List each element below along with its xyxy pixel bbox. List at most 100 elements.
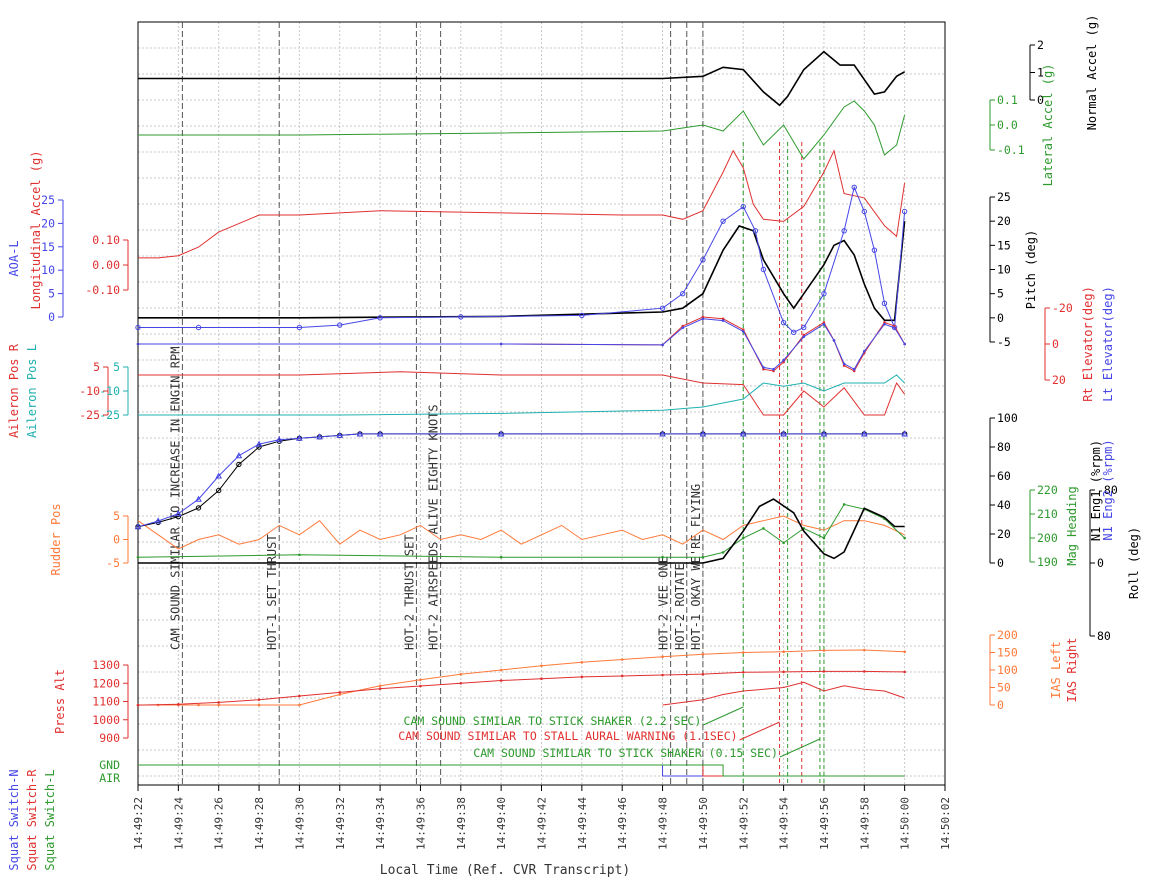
x-axis-label: Local Time (Ref. CVR Transcript) [380,863,630,878]
data-point [851,184,857,191]
data-point [681,326,685,330]
left-axis-tick-label: 0.10 [92,233,120,247]
left-axis-tick-label: -25 [79,408,100,422]
data-point [499,668,503,672]
data-point [136,555,140,559]
data-point [378,684,382,688]
data-point [499,555,503,559]
right-axis-tick-label: 100 [997,663,1018,677]
right-axis-tick-label: 0 [1052,337,1059,351]
data-point [298,694,301,698]
data-point [802,335,806,339]
data-point [298,553,301,557]
data-point [257,698,261,701]
data-point [720,218,726,224]
data-point [195,495,202,502]
data-point [134,523,142,530]
x-tick-label: 14:50:02 [939,797,952,850]
x-tick-label: 14:49:40 [495,797,508,850]
right-axis-tick-label: 80 [997,440,1011,454]
data-point [741,330,745,333]
series-squat-switch-r [138,764,905,777]
event-label: HOT-2 AIRSPEEDS ALIVE EIGHTY KNOTS [427,404,441,650]
event-label: HOT-1 OKAY WE'RE FLYING [689,484,703,650]
right-axis-tick-label: 190 [1037,555,1058,569]
data-point [135,324,141,331]
series-longitudinal-accel [138,149,906,259]
data-point [822,536,826,540]
right-axis-tick-label: 0.1 [997,93,1018,107]
series-mag-heading [137,503,905,558]
x-tick-label: 14:50:00 [899,797,912,850]
series-aileron-pos-r [138,371,906,416]
data-point [772,369,775,373]
data-point [338,691,342,694]
data-point [195,324,202,331]
right-axis-tick-label: 0 [1097,556,1104,570]
data-point [580,675,584,679]
left-axis-label: Longitudinal Accel (g) [29,151,43,310]
right-axis-label: IAS Left [1049,641,1063,699]
left-axis-tick-label: -0.10 [85,283,120,297]
right-axis-tick-label: 0 [997,556,1004,570]
data-point [661,343,664,347]
left-axis-label: Press Alt [53,669,67,734]
right-axis-tick-label: 60 [997,469,1011,483]
left-axis-label: Aileron Pos R [7,343,21,438]
data-point [762,527,765,530]
series-ias-right [662,681,905,706]
right-axis-tick-label: 15 [997,238,1011,252]
right-axis-label: Roll (deg) [1127,527,1141,599]
left-axis-tick-label: 0.00 [92,258,120,272]
right-axis-label: Lt Elevator(deg) [1101,286,1115,402]
data-point [780,319,787,326]
data-point [620,658,624,661]
data-point [296,324,303,331]
x-tick-label: 14:49:26 [213,797,226,850]
data-point [842,503,846,506]
x-tick-label: 14:49:48 [657,797,670,850]
series-normal-accel [138,50,905,107]
data-point [860,430,868,437]
right-axis-tick-label: 0 [1037,93,1044,107]
data-point [772,367,775,371]
cam-event-arrow [703,706,744,726]
x-tick-label: 14:49:46 [616,797,629,850]
left-axis-tick-label: 10 [41,263,55,277]
data-point [721,551,725,554]
right-axis-tick-label: 20 [997,527,1011,541]
axes: 14:49:22 14:49:24 14:49:26 14:49:28 14:49:30… [41,38,1118,850]
cam-event-label: CAM SOUND SIMILAR TO STICK SHAKER (0.15 … [473,746,778,760]
data-point [579,312,585,319]
series-ias-left [138,649,905,706]
left-axis-tick-label: 5 [113,509,120,523]
right-axis-tick-label: 0 [997,311,1004,325]
right-axis-tick-label: 5 [997,287,1004,301]
right-axis-tick-label: 100 [997,411,1018,425]
cam-event-label: CAM SOUND SIMILAR TO STALL AURAL WARNING… [398,729,737,743]
data-point [235,452,243,459]
data-point [337,322,343,328]
x-tick-label: 14:49:56 [818,797,831,850]
data-point [893,326,896,330]
data-point [217,703,220,707]
x-tick-label: 14:49:42 [536,797,549,850]
right-axis-tick-label: 210 [1037,507,1058,521]
data-point [377,315,383,321]
data-point [316,433,323,440]
right-axis-tick-label: 25 [997,190,1011,204]
event-label: CAM SOUND SIMILAR TO INCREASE IN ENGIN R… [168,347,182,650]
data-point [852,367,856,371]
right-axis-label: Rt Elevator(deg) [1081,286,1095,402]
data-point [740,203,746,210]
data-point [863,648,866,652]
data-point [540,664,543,668]
right-axis-tick-label: 150 [997,646,1018,660]
left-axis-tick-label: 1000 [92,713,120,727]
data-point [540,677,543,680]
data-point [780,430,787,437]
x-tick-label: 14:49:36 [414,797,427,850]
series-press-alt [137,670,905,706]
left-axis-label: Squat Switch-N [7,769,21,870]
data-point [659,430,666,437]
